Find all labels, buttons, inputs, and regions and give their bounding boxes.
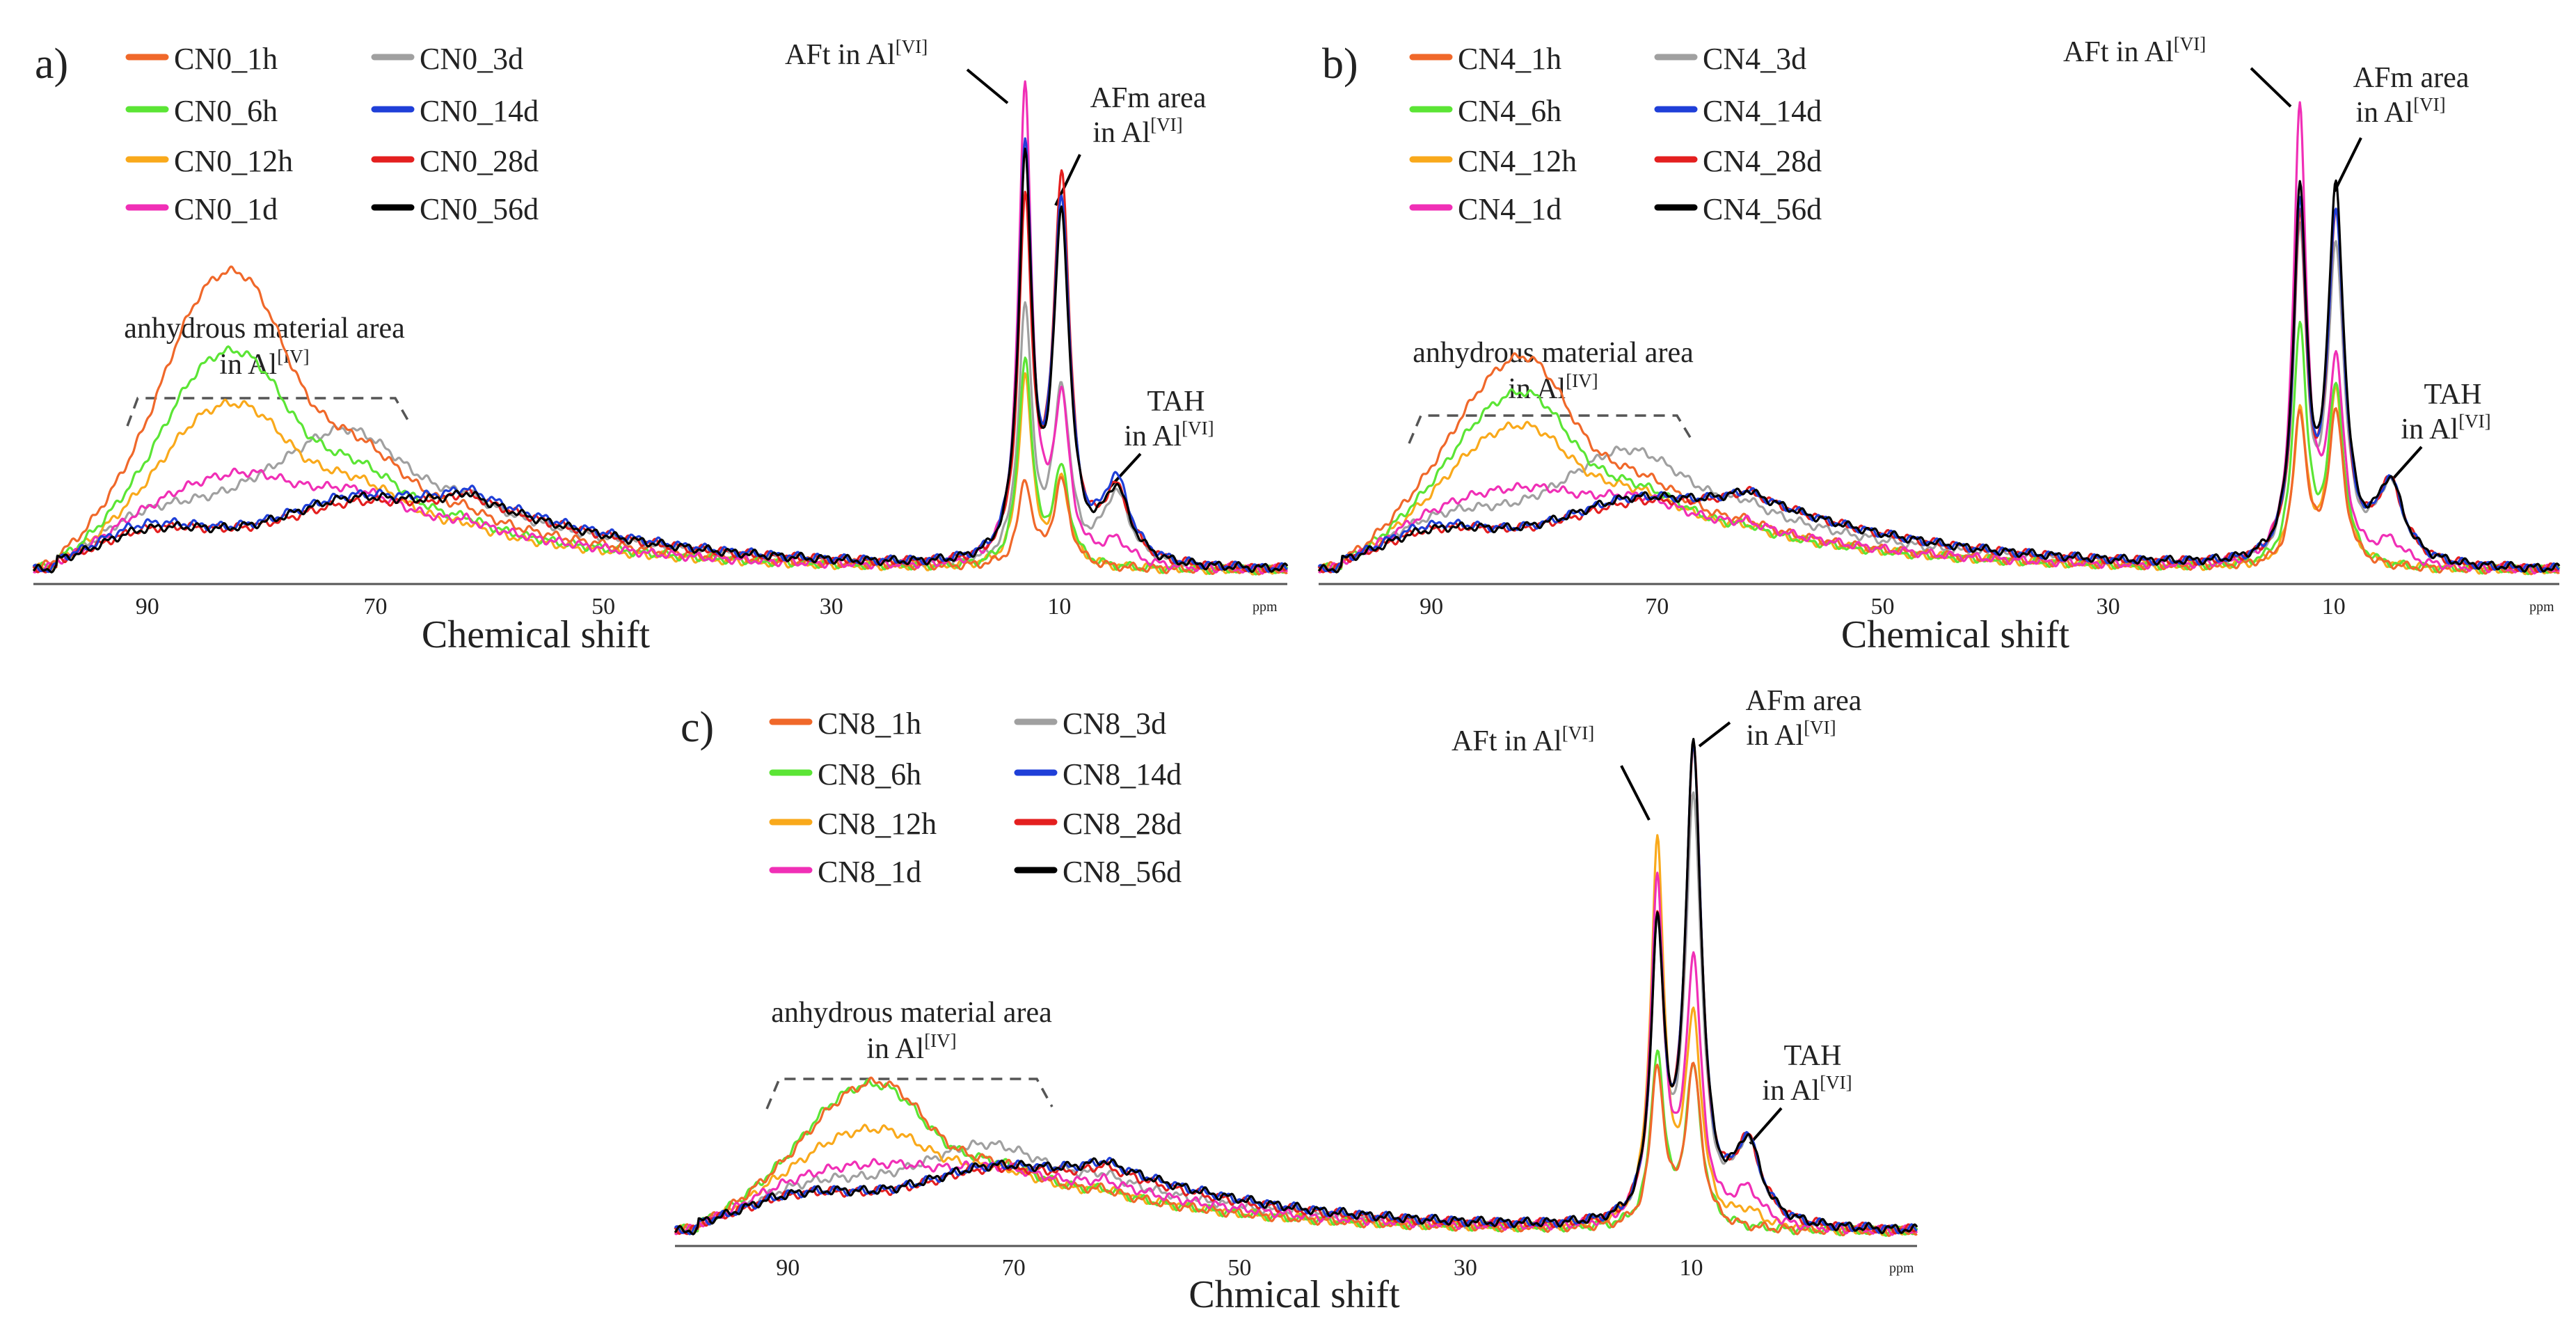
anhydrous-bracket [126,397,410,427]
x-tick-label: 30 [820,594,843,620]
legend-label: CN4_1h [1458,42,1561,76]
panel-b-plot: 90 70 50 30 10 ppm Chemical shift [1317,101,2561,656]
legend-label: CN0_1h [174,42,278,76]
x-tick-label: 10 [2322,594,2346,620]
x-axis-title: Chmical shift [1188,1273,1400,1316]
panel-a-label: a) [35,40,68,88]
anhydrous-bracket [765,1078,1054,1110]
panel-b: b) CN4_1h CN4_3d CN4_6h CN4_14d CN4_12h … [1317,33,2561,656]
legend-label: CN0_3d [420,42,523,76]
panel-b-legend: CN4_1h CN4_3d CN4_6h CN4_14d CN4_12h CN4… [1409,42,1822,226]
tah-label: TAH in Al[VI] [1762,1040,1852,1107]
panel-c: c) CN8_1h CN8_3d CN8_6h CN8_14d CN8_12h … [674,685,1918,1316]
series-line [674,871,1918,1236]
x-unit-label: ppm [1253,599,1278,615]
x-tick-label: 90 [1420,594,1443,620]
aft-leader [1620,765,1651,821]
legend-label: CN4_3d [1703,42,1806,76]
aft-label: AFt in Al[VI] [1452,723,1594,757]
x-tick-label: 50 [1871,594,1895,620]
x-tick-label: 70 [1645,594,1669,620]
anhydrous-label: anhydrous material area in Al[IV] [1413,337,1694,405]
afm-leader [2333,137,2362,192]
legend-label: CN0_14d [420,94,539,128]
tah-leader [2390,445,2423,482]
legend-label: CN8_28d [1063,807,1182,841]
x-tick-label: 30 [1454,1255,1477,1281]
x-axis-title: Chemical shift [1841,613,2070,656]
aft-label: AFt in Al[VI] [2063,33,2206,68]
series-line [33,80,1289,575]
afm-label: AFm area in Al[VI] [2353,62,2470,129]
x-tick-label: 90 [136,594,159,620]
legend-label: CN0_28d [420,144,539,178]
tah-leader [1749,1107,1783,1145]
legend-label: CN0_6h [174,94,278,128]
tah-label: TAH in Al[VI] [1124,386,1214,452]
x-unit-label: ppm [2529,599,2554,615]
panel-a-plot: 90 70 50 30 10 ppm Chemical shift [32,80,1289,656]
panel-a: a) CN0_1h CN0_3d CN0_6h CN0_14d CN0_12h … [32,36,1289,656]
legend-label: CN0_12h [174,144,293,178]
x-tick-label: 90 [776,1255,800,1281]
series-line [1317,179,2561,574]
legend-label: CN8_56d [1063,855,1182,889]
aft-leader [966,68,1009,104]
legend-label: CN4_56d [1703,192,1822,226]
panel-c-annotations: anhydrous material area in Al[IV] AFt in … [765,685,1862,1145]
afm-label: AFm area in Al[VI] [1090,82,1207,149]
tah-label: TAH in Al[VI] [2401,379,2490,445]
x-unit-label: ppm [1889,1261,1914,1276]
afm-label: AFm area in Al[VI] [1746,685,1862,752]
aft-label: AFt in Al[VI] [785,36,928,71]
legend-label: CN8_1d [818,855,921,889]
legend-label: CN4_14d [1703,94,1822,128]
panel-a-annotations: anhydrous material area in Al[IV] AFt in … [124,36,1214,489]
panel-b-annotations: anhydrous material area in Al[IV] AFt in … [1408,33,2491,482]
legend-label: CN0_56d [420,192,539,226]
x-tick-label: 30 [2097,594,2120,620]
legend-label: CN0_1d [174,192,278,226]
series-line [1317,207,2560,574]
legend-label: CN8_6h [818,757,921,791]
anhydrous-label: anhydrous material area in Al[IV] [124,313,405,381]
anhydrous-label: anhydrous material area in Al[IV] [771,997,1052,1065]
series-line [674,738,1918,1236]
panel-c-plot: 90 70 50 30 10 ppm Chmical shift [674,738,1918,1316]
series-line [32,265,1288,576]
series-line [1317,196,2560,574]
series-line [1318,320,2561,576]
legend-label: CN4_28d [1703,144,1822,178]
legend-label: CN8_12h [818,807,937,841]
panel-c-label: c) [681,704,714,751]
x-tick-label: 50 [1227,1255,1251,1281]
legend-label: CN4_6h [1458,94,1561,128]
legend-label: CN8_3d [1063,707,1166,741]
legend-label: CN8_1h [818,707,921,741]
x-tick-label: 10 [1680,1255,1703,1281]
afm-leader [1698,721,1731,748]
x-tick-label: 70 [1002,1255,1026,1281]
series-line [32,148,1289,574]
aft-leader [2250,67,2292,108]
x-tick-label: 50 [591,594,615,620]
x-axis-title: Chemical shift [422,613,651,656]
legend-label: CN4_12h [1458,144,1577,178]
legend-label: CN8_14d [1063,757,1182,791]
panel-c-legend: CN8_1h CN8_3d CN8_6h CN8_14d CN8_12h CN8… [769,707,1182,889]
panel-a-legend: CN0_1h CN0_3d CN0_6h CN0_14d CN0_12h CN0… [125,42,539,226]
x-tick-label: 10 [1047,594,1071,620]
series-line [674,834,1918,1236]
series-line [674,1062,1918,1238]
anhydrous-bracket [1408,414,1692,444]
panel-b-label: b) [1322,40,1358,88]
x-tick-label: 70 [364,594,388,620]
legend-label: CN4_1d [1458,192,1561,226]
series-line [1318,101,2561,575]
